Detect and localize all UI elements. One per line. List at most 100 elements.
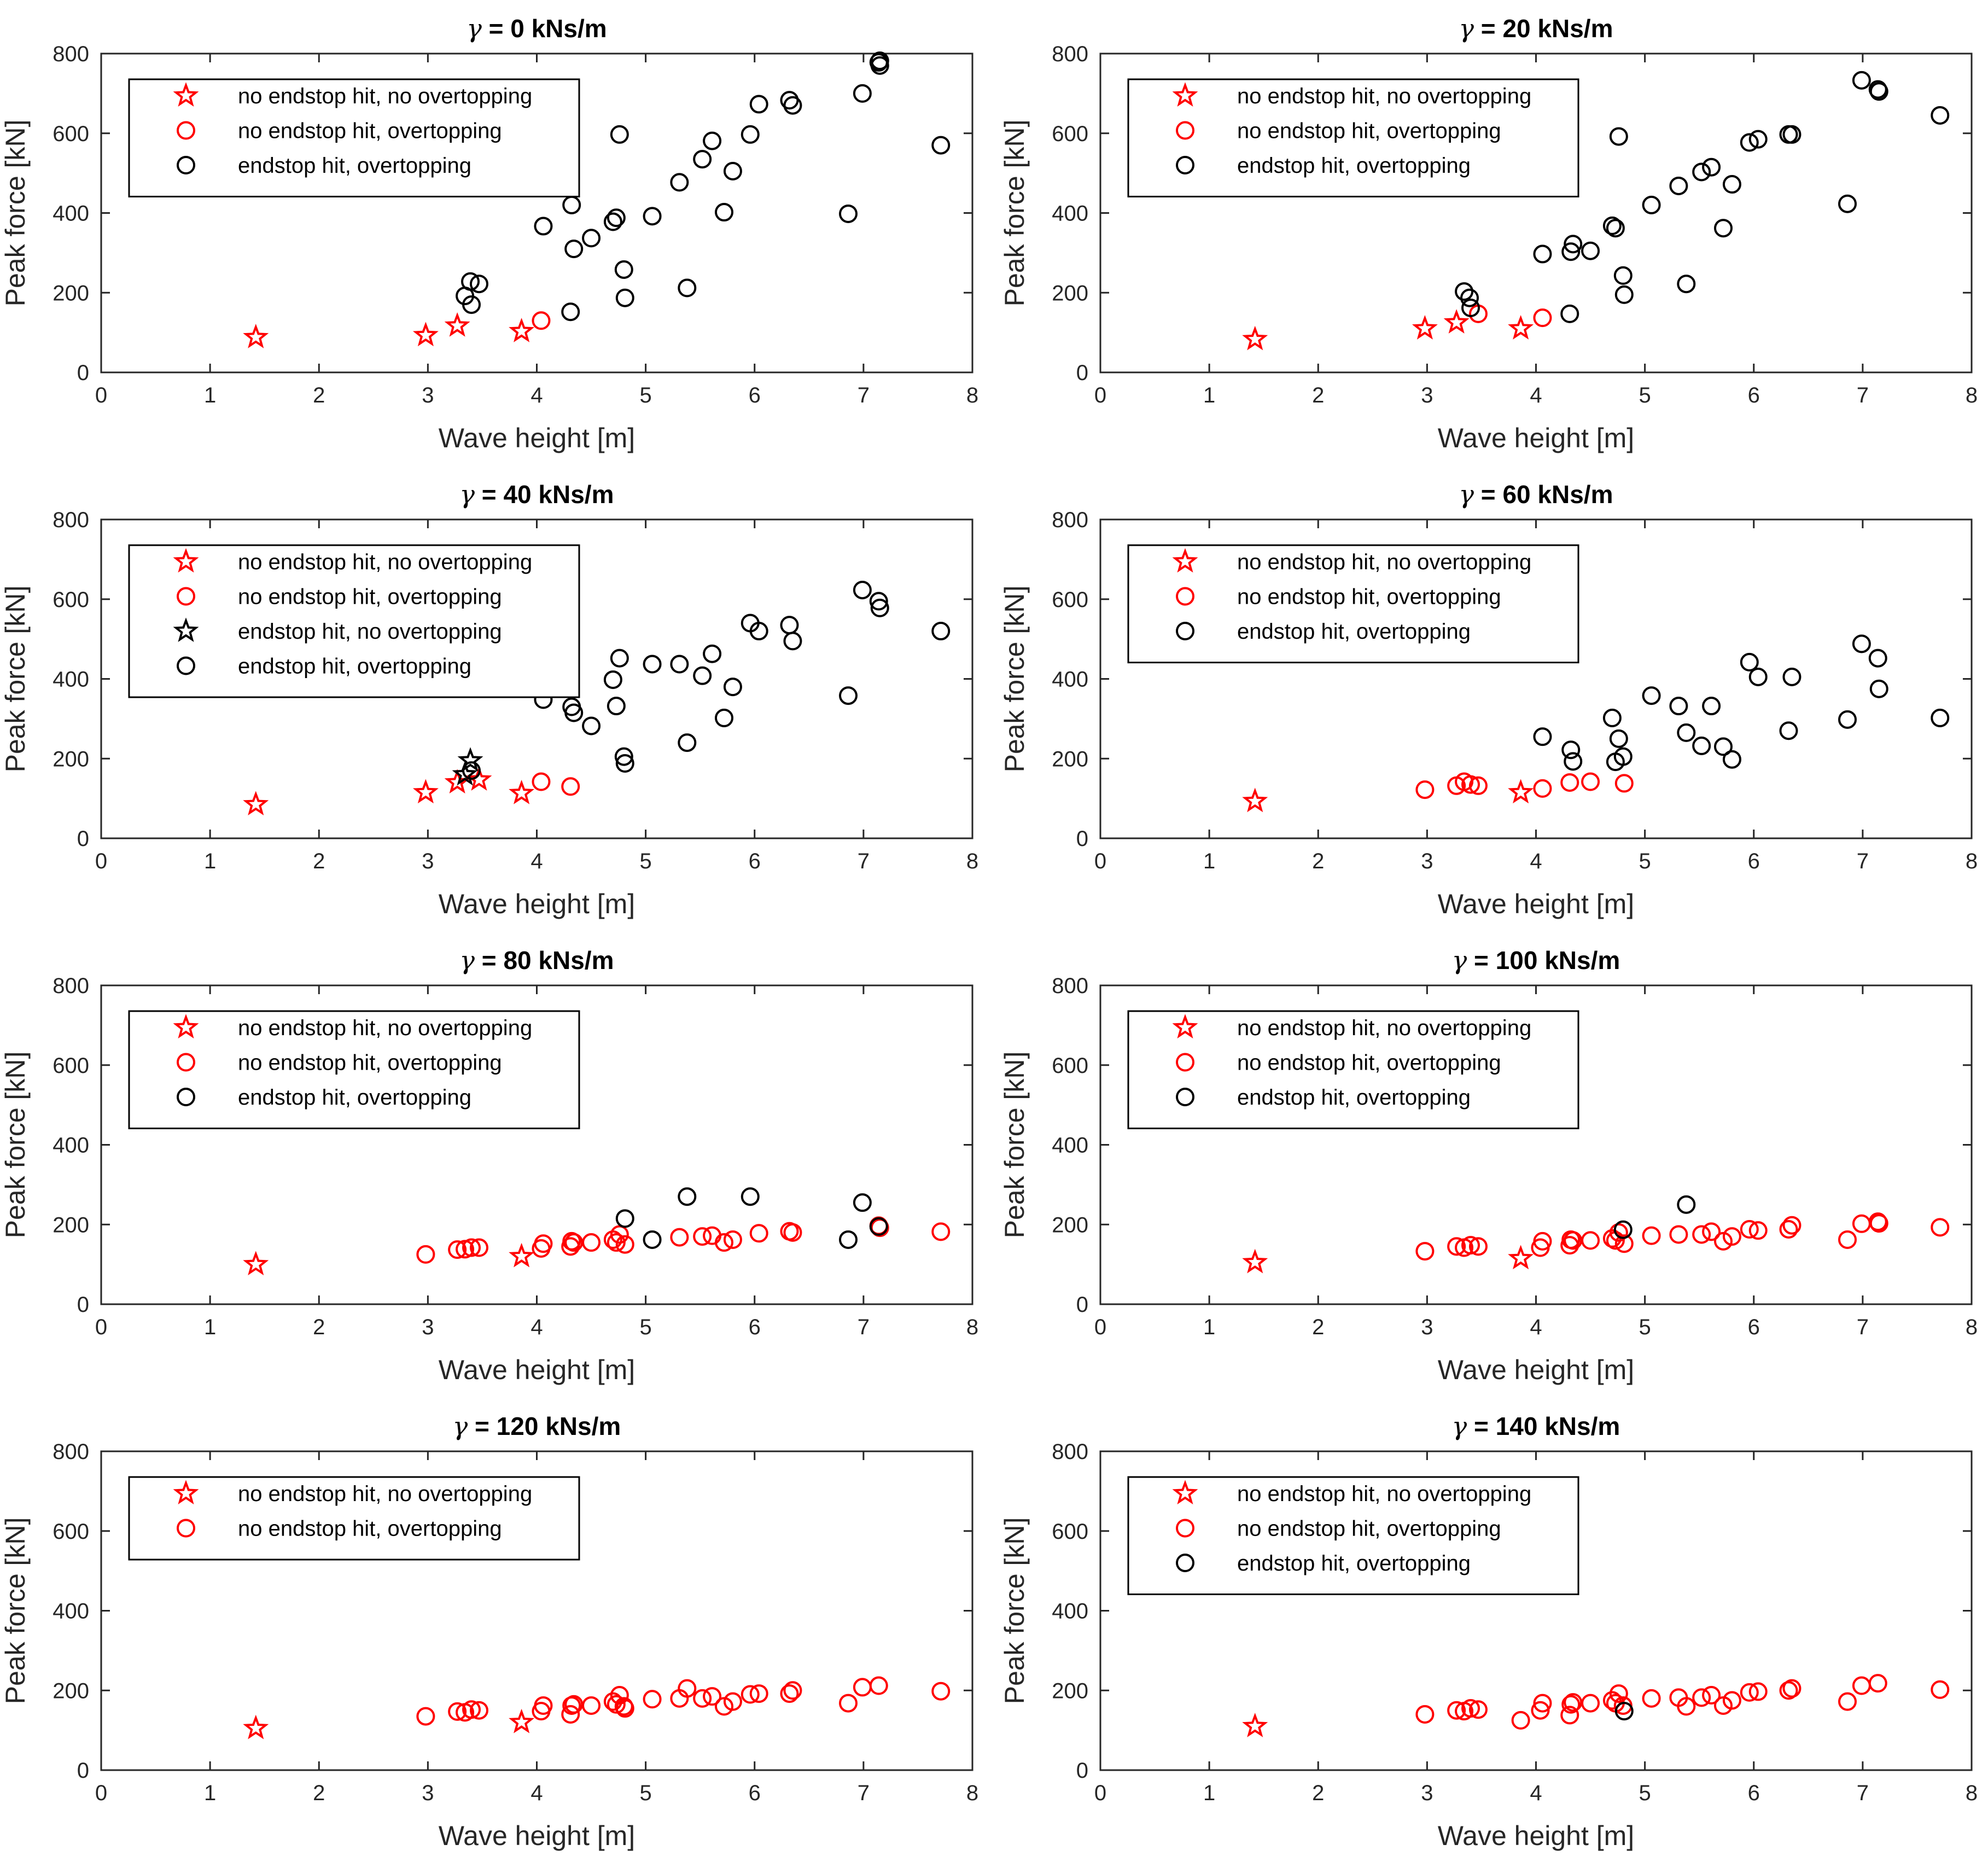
legend-item: endstop hit, overtopping — [1176, 1085, 1471, 1110]
y-axis-label: Peak force [kN] — [0, 1517, 31, 1705]
x-tick-label: 8 — [1966, 1781, 1978, 1805]
data-point-circle — [1581, 772, 1600, 791]
y-tick-label: 200 — [1052, 1679, 1088, 1703]
y-axis-label: Peak force [kN] — [999, 586, 1030, 773]
x-tick-label: 1 — [1203, 1781, 1215, 1805]
data-point-circle — [607, 1695, 626, 1714]
data-point-circle — [869, 592, 888, 611]
legend-item: no endstop hit, overtopping — [177, 1051, 502, 1075]
y-tick-label: 0 — [77, 1293, 89, 1317]
chart-title: γ = 80 kNs/m — [460, 945, 614, 975]
legend-item: no endstop hit, no overtopping — [173, 548, 532, 574]
data-point-circle — [780, 1684, 799, 1703]
y-tick-label: 600 — [53, 588, 89, 612]
x-axis-label: Wave height [m] — [439, 1820, 635, 1851]
legend: no endstop hit, no overtopping no endstop… — [1127, 544, 1579, 663]
x-axis-label: Wave height [m] — [1438, 1820, 1634, 1851]
data-point-circle — [1838, 1230, 1857, 1249]
legend-marker-circle — [1176, 121, 1194, 140]
legend-item: endstop hit, overtopping — [177, 154, 471, 178]
data-point-circle — [870, 56, 889, 75]
legend-box — [128, 1010, 580, 1129]
x-tick-label: 4 — [1530, 849, 1542, 873]
x-tick-label: 3 — [422, 1315, 434, 1339]
data-point-circle — [582, 1233, 601, 1252]
data-point-circle — [1782, 667, 1802, 686]
legend-label: endstop hit, overtopping — [1237, 1085, 1471, 1110]
legend-item: no endstop hit, no overtopping — [173, 1480, 532, 1506]
data-point-circle — [1782, 1216, 1802, 1235]
data-point-circle — [749, 622, 768, 641]
data-point-circle — [714, 708, 733, 727]
data-point-circle — [678, 278, 697, 297]
data-point-circle — [693, 1689, 712, 1708]
data-point-star — [452, 761, 478, 786]
data-point-circle — [838, 686, 858, 705]
data-point-circle — [853, 1678, 872, 1697]
legend-marker-circle — [1176, 1554, 1194, 1572]
legend: no endstop hit, no overtopping no endstop… — [1127, 1010, 1579, 1129]
data-point-circle — [741, 1685, 760, 1704]
legend-item: no endstop hit, no overtopping — [1172, 1014, 1531, 1040]
legend-marker-star — [173, 1480, 199, 1504]
data-point-circle — [1779, 1219, 1798, 1239]
data-point-circle — [1581, 241, 1600, 260]
legend-marker-circle — [1176, 1088, 1194, 1106]
legend-marker-circle — [1176, 156, 1194, 174]
data-point-circle — [1602, 708, 1622, 727]
data-point-circle — [1702, 697, 1721, 716]
legend-marker-circle — [177, 156, 195, 174]
data-point-circle — [1692, 736, 1711, 755]
x-tick-label: 2 — [313, 383, 325, 407]
y-axis-label: Peak force [kN] — [999, 1517, 1030, 1705]
y-tick-label: 400 — [1052, 1600, 1088, 1624]
data-point-circle — [1560, 1706, 1579, 1725]
x-tick-label: 6 — [1748, 849, 1760, 873]
legend-marker-star — [1172, 82, 1198, 107]
data-point-circle — [741, 125, 760, 144]
data-point-circle — [1561, 1695, 1581, 1714]
series-2 — [1613, 1195, 1696, 1239]
y-axis-label: Peak force [kN] — [999, 1052, 1030, 1239]
title-gamma-symbol: γ — [467, 14, 482, 43]
x-tick-label: 3 — [422, 383, 434, 407]
data-point-circle — [1415, 1705, 1435, 1724]
data-point-circle — [1511, 1711, 1530, 1730]
chart-panel-1: γ = 20 kNs/m 0 1 2 3 4 5 6 7 8 0 200 400 600 800 Wave h… — [999, 14, 1978, 453]
legend-item: no endstop hit, overtopping — [177, 585, 502, 609]
data-point-circle — [723, 1230, 742, 1249]
legend-box — [128, 1476, 580, 1561]
data-point-circle — [670, 173, 689, 192]
data-point-circle — [1461, 775, 1480, 794]
data-point-circle — [1692, 1688, 1711, 1707]
x-tick-label: 3 — [1421, 1315, 1433, 1339]
y-tick-label: 200 — [53, 281, 89, 305]
data-point-circle — [853, 1193, 872, 1212]
x-tick-label: 4 — [530, 849, 543, 873]
chart-panel-0: γ = 0 kNs/m 0 1 2 3 4 5 6 7 8 0 200 400 600 800 Wave he… — [0, 14, 978, 453]
data-point-circle — [615, 1209, 634, 1228]
data-point-circle — [561, 1705, 580, 1724]
y-tick-label: 400 — [53, 1134, 89, 1158]
data-point-circle — [1468, 1237, 1488, 1256]
data-point-circle — [1533, 779, 1552, 798]
title-text: = 0 kNs/m — [482, 14, 607, 43]
x-tick-label: 0 — [95, 383, 107, 407]
data-point-circle — [1614, 774, 1634, 793]
data-point-star — [1242, 787, 1268, 813]
legend-label: no endstop hit, no overtopping — [238, 84, 532, 108]
data-point-circle — [1415, 1242, 1435, 1261]
data-point-circle — [416, 1707, 435, 1726]
legend-marker-circle — [1176, 587, 1194, 606]
data-point-star — [1508, 779, 1534, 804]
x-tick-label: 7 — [1857, 383, 1869, 407]
x-tick-label: 2 — [313, 849, 325, 873]
data-point-circle — [1677, 275, 1696, 294]
data-point-circle — [1531, 1701, 1550, 1720]
data-point-circle — [1533, 727, 1552, 746]
chart-panel-3: γ = 60 kNs/m 0 1 2 3 4 5 6 7 8 0 200 400 600 800 Wave h… — [999, 480, 1978, 919]
data-point-circle — [1677, 1195, 1696, 1214]
data-point-circle — [462, 761, 481, 780]
data-point-circle — [714, 1697, 733, 1716]
legend-item: no endstop hit, overtopping — [1176, 1051, 1501, 1075]
